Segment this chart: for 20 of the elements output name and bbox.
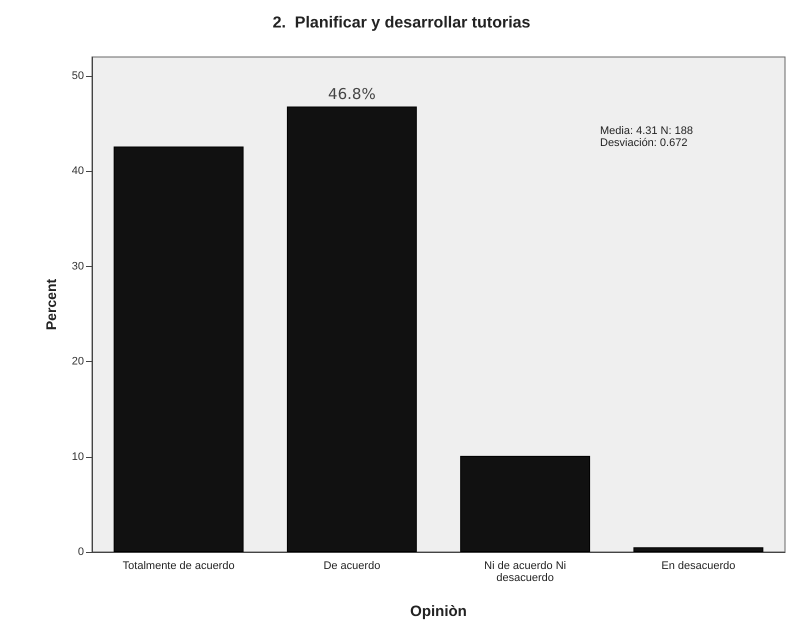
y-tick-label: 50: [72, 70, 84, 82]
x-tick-label: Ni de acuerdo Ni desacuerdo: [484, 560, 566, 584]
annotation: Desviación: 0.672: [600, 137, 688, 149]
bar: [460, 456, 590, 552]
x-axis-title: Opiniòn: [410, 603, 467, 620]
data-label: 46.8%: [328, 85, 376, 103]
x-tick-label: En desacuerdo: [661, 560, 736, 572]
y-tick-label: 30: [72, 260, 84, 272]
y-tick-label: 0: [78, 546, 84, 558]
y-tick-label: 20: [72, 356, 84, 368]
annotation: Media: 4.31 N: 188: [600, 125, 693, 137]
bar: [286, 106, 417, 552]
x-tick-label: De acuerdo: [323, 560, 380, 572]
y-tick-label: 10: [72, 450, 84, 463]
y-tick-label: 40: [72, 165, 84, 178]
x-tick-label: Totalmente de acuerdo: [122, 560, 235, 572]
chart-title: 2. Planificar y desarrollar tutorias: [272, 14, 531, 32]
y-axis-title: Percent: [43, 278, 59, 330]
bar: [633, 547, 764, 552]
bar: [114, 146, 244, 552]
